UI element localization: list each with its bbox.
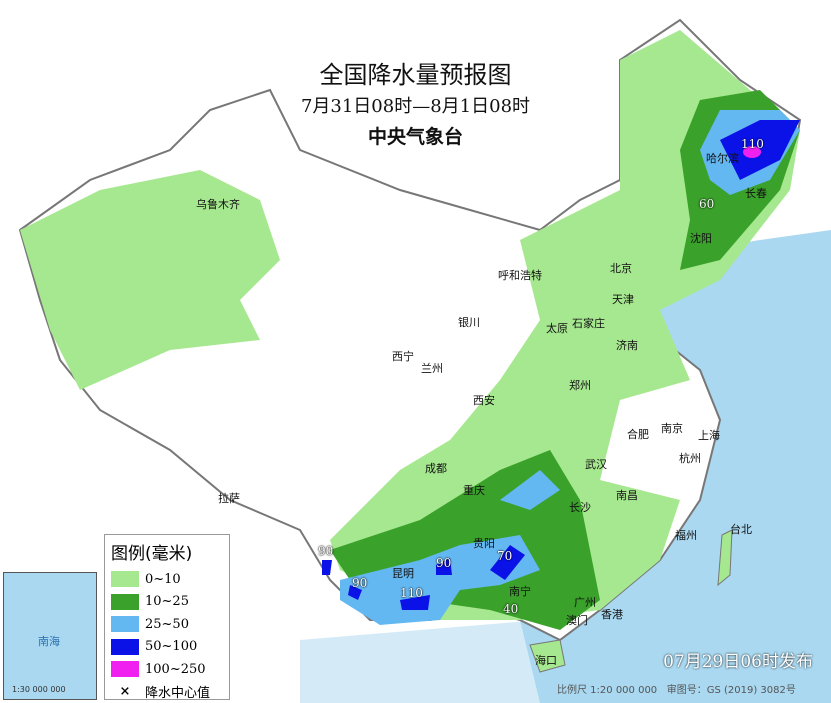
inset-label: 南海 [38, 635, 60, 648]
city-label: 南昌 [616, 489, 638, 502]
city-label: 天津 [612, 293, 634, 306]
sea-south [300, 620, 560, 703]
inset-scale: 1:30 000 000 [12, 685, 66, 694]
legend-item: 25~50 [111, 613, 229, 636]
legend-label: 0~10 [145, 571, 181, 587]
legend-item: 50~100 [111, 636, 229, 659]
precip-center-value: 110 [400, 586, 423, 600]
city-label: 南宁 [509, 585, 531, 598]
map-scale: 比例尺 1:20 000 000 审图号：GS (2019) 3082号 [557, 681, 796, 696]
legend-label: 50~100 [145, 639, 198, 655]
legend-swatch [111, 593, 139, 610]
city-label: 成都 [425, 462, 447, 475]
magenta-rain-ne [743, 146, 761, 158]
legend-item: 100~250 [111, 658, 229, 681]
city-label: 西安 [473, 394, 495, 407]
legend-title: 图例(毫米) [111, 544, 193, 564]
legend-item: 0~10 [111, 568, 229, 591]
city-label: 西宁 [392, 350, 414, 363]
city-label: 广州 [574, 596, 596, 609]
legend-label: 降水中心值 [145, 686, 211, 702]
city-label: 海口 [535, 654, 557, 667]
south-china-sea-inset: 南海 1:30 000 000 [3, 572, 97, 700]
city-label: 昆明 [392, 567, 414, 580]
city-label: 杭州 [679, 452, 701, 465]
legend-swatch [111, 616, 139, 633]
map-title: 全国降水量预报图 [319, 61, 512, 89]
city-label: 哈尔滨 [706, 152, 739, 165]
dark-blue-rain-south [322, 545, 525, 610]
legend-item: 10~25 [111, 591, 229, 614]
legend: 图例(毫米) 0~10 10~25 25~50 50~100 100~250 ×… [104, 534, 230, 703]
precip-center-value: 90 [352, 576, 368, 590]
precip-center-value: 70 [497, 549, 513, 563]
city-label: 拉萨 [218, 492, 240, 505]
city-label: 贵阳 [473, 537, 495, 550]
legend-swatch [111, 661, 139, 678]
cross-icon: × [119, 684, 131, 700]
light-green-rain [20, 170, 280, 390]
precip-center-value: 60 [699, 197, 715, 211]
city-label: 武汉 [585, 458, 607, 471]
city-label: 北京 [610, 262, 632, 275]
city-label: 太原 [546, 322, 568, 335]
legend-item: × 降水中心值 [111, 681, 229, 703]
city-label: 石家庄 [572, 317, 605, 330]
issued-time: 07月29日06时发布 [663, 652, 813, 672]
city-label: 香港 [601, 608, 623, 621]
city-label: 乌鲁木齐 [196, 198, 240, 211]
legend-swatch [111, 638, 139, 655]
light-green-rain-east [330, 30, 800, 620]
legend-label: 25~50 [145, 616, 189, 632]
precip-center-value: 90 [318, 544, 334, 558]
city-label: 福州 [675, 529, 697, 542]
precip-center-value: 110 [741, 137, 764, 151]
scale-text: 比例尺 1:20 000 000 [557, 685, 658, 696]
city-label: 上海 [698, 429, 720, 442]
precip-center-value: 90 [436, 556, 452, 570]
legend-label: 100~250 [145, 661, 206, 677]
city-label: 沈阳 [690, 232, 712, 245]
city-label: 银川 [458, 316, 480, 329]
organization: 中央气象台 [367, 126, 463, 148]
legend-label: 10~25 [145, 594, 189, 610]
city-label: 合肥 [627, 428, 649, 441]
city-label: 长春 [745, 187, 767, 200]
forecast-period: 7月31日08时—8月1日08时 [300, 96, 531, 117]
city-label: 台北 [730, 523, 752, 536]
city-label: 长沙 [569, 501, 591, 514]
blue-rain-gz [500, 470, 560, 510]
city-label: 南京 [661, 422, 683, 435]
review-number: 审图号：GS (2019) 3082号 [666, 685, 796, 696]
legend-swatch [111, 571, 139, 588]
city-label: 郑州 [569, 379, 591, 392]
taiwan [717, 529, 733, 587]
city-label: 兰州 [421, 362, 443, 375]
city-label: 重庆 [463, 484, 485, 497]
city-label: 澳门 [566, 614, 588, 627]
city-label: 呼和浩特 [498, 269, 542, 282]
precip-center-value: 40 [503, 602, 519, 616]
city-label: 济南 [616, 339, 638, 352]
blue-rain-south [340, 535, 540, 625]
hainan [529, 639, 566, 673]
sea [520, 230, 831, 703]
